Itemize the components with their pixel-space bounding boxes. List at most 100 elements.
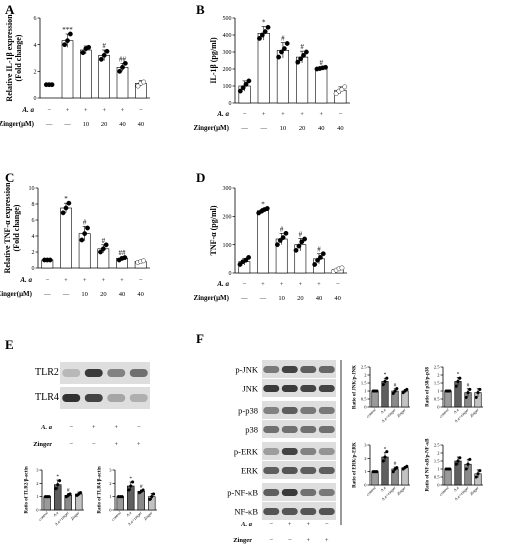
blot-e-aa-3: −: [137, 424, 141, 431]
chart-f1-point-1-1: [383, 379, 387, 383]
chart-e1-point-2-2: [68, 492, 72, 496]
chart-d-point-5-3: [339, 265, 345, 271]
blot-e-band-0-1: [84, 369, 103, 377]
chart-b-point-1-2: [262, 29, 268, 34]
chart-b-bar-1: [257, 32, 270, 104]
chart-b-annotation-3: #: [300, 43, 304, 51]
chart-a-annotation-4: ##: [119, 55, 127, 63]
chart-e2-point-3-1: [150, 495, 154, 499]
blot-f-zinger-0: −: [269, 537, 273, 544]
chart-f2-annotation-1: *: [457, 371, 460, 377]
blot-f-aa-1: +: [288, 521, 292, 528]
chart-a-annotation-1: ***: [62, 26, 73, 34]
chart-f2-ytick-label-3: 1.5: [434, 381, 440, 386]
blot-e-band-1-1: [84, 394, 103, 402]
chart-f4-bar-0: [444, 468, 452, 486]
treat-b-aa-0: −: [243, 111, 247, 118]
treat-c-zinger-5: 40: [137, 291, 144, 298]
chart-e1-point-3-2: [78, 491, 83, 495]
treat-a-zinger-4: 40: [119, 121, 126, 128]
blot-f-band-1-0: [263, 385, 280, 392]
chart-f2-xtick-label-1: A.a: [452, 407, 460, 415]
chart-c-point-2-1: [82, 231, 88, 237]
blot-f-band-5-0: [263, 467, 280, 474]
chart-d-point-4-2: [318, 255, 323, 260]
chart-d-point-3-0: [293, 247, 299, 253]
treat-a-zinger-5: 40: [138, 121, 145, 128]
chart-a-ytick-label-3: 6: [34, 16, 37, 22]
chart-f4-xtick-label-0: control: [438, 485, 450, 497]
blot-f-band-3-3: [318, 426, 335, 433]
panel-letter-c: C: [5, 170, 15, 185]
blot-f-band-3-0: [263, 426, 280, 433]
chart-b-point-0-3: [246, 78, 252, 84]
blot-e-band-1-2: [107, 394, 126, 402]
treat-b-zinger-label: Zinger(μM): [194, 124, 230, 132]
treat-d-aa-2: +: [280, 281, 284, 288]
chart-f1-ytick-label-0: 0: [364, 405, 367, 410]
chart-a-point-3-2: [104, 48, 110, 54]
chart-c-point-1-2: [66, 200, 72, 206]
chart-f2-ytick-label-1: 0.5: [434, 397, 440, 402]
chart-f1-ytick-label-4: 2: [364, 373, 366, 378]
treat-a-aa-0: −: [47, 107, 51, 114]
chart-c-ylabel-line-0: Relative TNF-α expression: [3, 182, 12, 273]
chart-b-ytick-label-3: 300: [223, 50, 232, 56]
blot-f-band-6-0: [263, 489, 280, 496]
blot-f-label-2: p-p38: [238, 406, 258, 416]
treat-d-aa-0: −: [242, 281, 246, 288]
chart-b-point-2-3: [284, 41, 290, 46]
blot-f-band-0-0: [263, 366, 280, 373]
chart-f3-annotation-1: *: [384, 446, 387, 452]
chart-e2-point-3-0: [148, 497, 152, 501]
blot-e-band-1-0: [62, 394, 81, 402]
chart-f3-xtick-label-3: Zinger: [396, 485, 407, 496]
blot-f-band-5-1: [281, 467, 298, 474]
blot-f-band-5-2: [300, 467, 317, 474]
blot-f-band-2-0: [263, 407, 280, 414]
treat-a-zinger-2: 10: [83, 121, 90, 128]
chart-a-ytick-label-2: 4: [34, 43, 37, 49]
chart-d-point-2-2: [280, 235, 286, 240]
treat-a-aa-1: +: [66, 107, 70, 114]
blot-e-strip-tlr4: [60, 387, 150, 409]
chart-f4-point-2-0: [464, 467, 468, 471]
blot-f-strip-1: [262, 379, 336, 397]
treat-d-zinger-4: 40: [316, 295, 323, 302]
chart-f1-ytick-label-2: 1: [364, 389, 366, 394]
chart-d-point-4-1: [315, 257, 320, 263]
chart-f4-point-3-2: [478, 469, 482, 473]
chart-f4-point-3-1: [476, 472, 480, 476]
chart-c-ytick-label-4: 8: [32, 202, 35, 208]
chart-e1-xtick-label-3: Zinger: [69, 510, 80, 521]
blot-f-strip-7: [262, 502, 336, 520]
chart-f2-point-2-2: [468, 387, 472, 391]
chart-f4-ylabel-line-0: Ratio of NF-κB/p-NF-κB: [426, 438, 431, 492]
blot-e-label-tlr4: TLR4: [35, 392, 59, 403]
treat-c-aa-label: A. a: [19, 276, 32, 284]
chart-d-ytick-label-1: 100: [223, 243, 232, 249]
chart-f3-ytick-label-3: 3: [364, 443, 367, 448]
treat-c-aa-0: −: [45, 277, 49, 284]
chart-d-annotation-4: #: [317, 246, 321, 254]
blot-f-aa-label: A. a: [240, 521, 253, 528]
chart-f2-point-3-2: [478, 387, 482, 391]
panel-letter-b: B: [196, 2, 205, 17]
blot-e-band-0-2: [107, 369, 126, 377]
blot-f-zinger-3: +: [325, 537, 329, 544]
chart-d-annotation-1: *: [261, 200, 265, 208]
chart-b-point-1-3: [265, 24, 271, 30]
blot-f-zinger-2: +: [306, 537, 310, 544]
chart-a-bar-3: [98, 55, 110, 99]
chart-f2-xtick-label-3: Zinger: [469, 407, 480, 418]
blot-e-band-0-3: [129, 369, 148, 377]
chart-f1-point-3-2: [405, 387, 409, 391]
blot-f-band-2-3: [318, 407, 335, 414]
chart-e2-xtick-label-1: A.a: [124, 510, 132, 518]
blot-f-band-5-3: [318, 467, 335, 474]
chart-e2-xtick-label-0: control: [110, 510, 122, 522]
treat-d-zinger-0: —: [240, 295, 248, 302]
chart-e2-ytick-label-1: 1: [109, 494, 111, 499]
chart-f2-point-1-0: [454, 384, 458, 388]
chart-f1-point-2-0: [391, 391, 395, 395]
